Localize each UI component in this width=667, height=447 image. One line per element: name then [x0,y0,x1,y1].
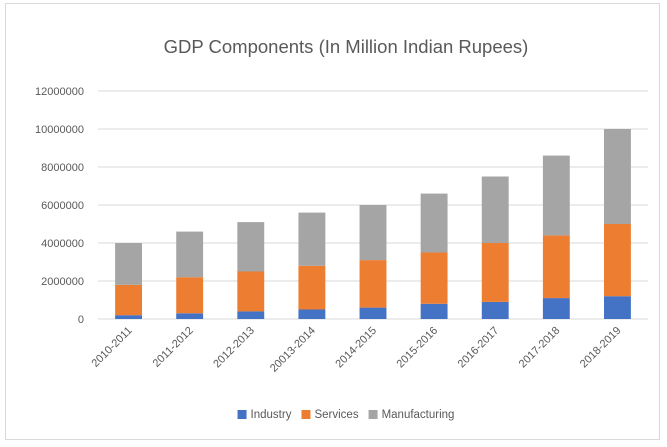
bar-industry-2011-2012 [176,313,204,319]
bar-manufacturing-2014-2015 [359,205,387,261]
x-tick-label: 2015-2016 [395,325,441,371]
bar-industry-2014-2015 [359,307,387,319]
legend-swatch-services [301,410,311,419]
chart-title: GDP Components (In Million Indian Rupees… [164,36,529,57]
legend-swatch-manufacturing [368,410,378,419]
bars [115,129,631,319]
bar-manufacturing-2011-2012 [176,231,204,278]
legend-swatch-industry [237,410,247,419]
bar-industry-2012-2013 [237,311,265,319]
legend-label-manufacturing: Manufacturing [382,409,455,421]
bar-manufacturing-2010-2011 [115,243,142,285]
y-axis: 0 2000000 4000000 6000000 8000000 10000000 120… [35,86,84,326]
y-tick-label: 4000000 [41,238,84,250]
x-tick-label: 2018-2019 [578,325,624,371]
bar-services-2016-2017 [481,243,509,302]
y-tick-label: 2000000 [41,276,84,288]
bar-manufacturing-2015-2016 [420,193,448,253]
x-axis: 2010-2011 2011-2012 2012-2013 20013-2014 201… [90,325,624,375]
bar-services-2017-2018 [542,235,570,299]
legend-label-industry: Industry [251,409,292,421]
x-tick-label: 2017-2018 [517,325,563,371]
x-tick-label: 2010-2011 [90,325,135,370]
bar-industry-2016-2017 [481,301,509,319]
bar-services-2015-2016 [420,252,448,304]
y-tick-label: 6000000 [41,200,84,212]
y-tick-label: 8000000 [41,162,84,174]
bar-services-2018-2019 [604,224,631,297]
x-tick-label: 2012-2013 [211,325,257,371]
x-tick-label: 20013-2014 [268,325,318,375]
bar-manufacturing-2016-2017 [481,176,509,243]
legend: Industry Services Manufacturing [237,409,455,421]
bar-industry-2010-2011 [115,315,142,319]
y-tick-label: 12000000 [35,86,84,98]
y-tick-label: 10000000 [35,124,84,136]
bar-manufacturing-20013-2014 [298,212,326,266]
x-tick-label: 2014-2015 [333,325,379,371]
legend-label-services: Services [314,409,358,421]
bar-services-2014-2015 [359,260,387,308]
bar-services-2012-2013 [237,271,265,312]
bar-industry-2015-2016 [420,303,448,319]
bar-industry-2018-2019 [604,296,631,319]
bar-manufacturing-2017-2018 [542,155,570,236]
bar-industry-2017-2018 [542,298,570,319]
bar-manufacturing-2018-2019 [604,129,631,224]
bar-services-2011-2012 [176,277,204,314]
x-tick-label: 2011-2012 [151,325,196,370]
y-tick-label: 0 [78,314,84,326]
bar-manufacturing-2012-2013 [237,222,265,272]
bar-industry-20013-2014 [298,309,326,319]
bar-services-20013-2014 [298,265,326,310]
bar-services-2010-2011 [115,284,142,316]
x-tick-label: 2016-2017 [456,325,502,371]
